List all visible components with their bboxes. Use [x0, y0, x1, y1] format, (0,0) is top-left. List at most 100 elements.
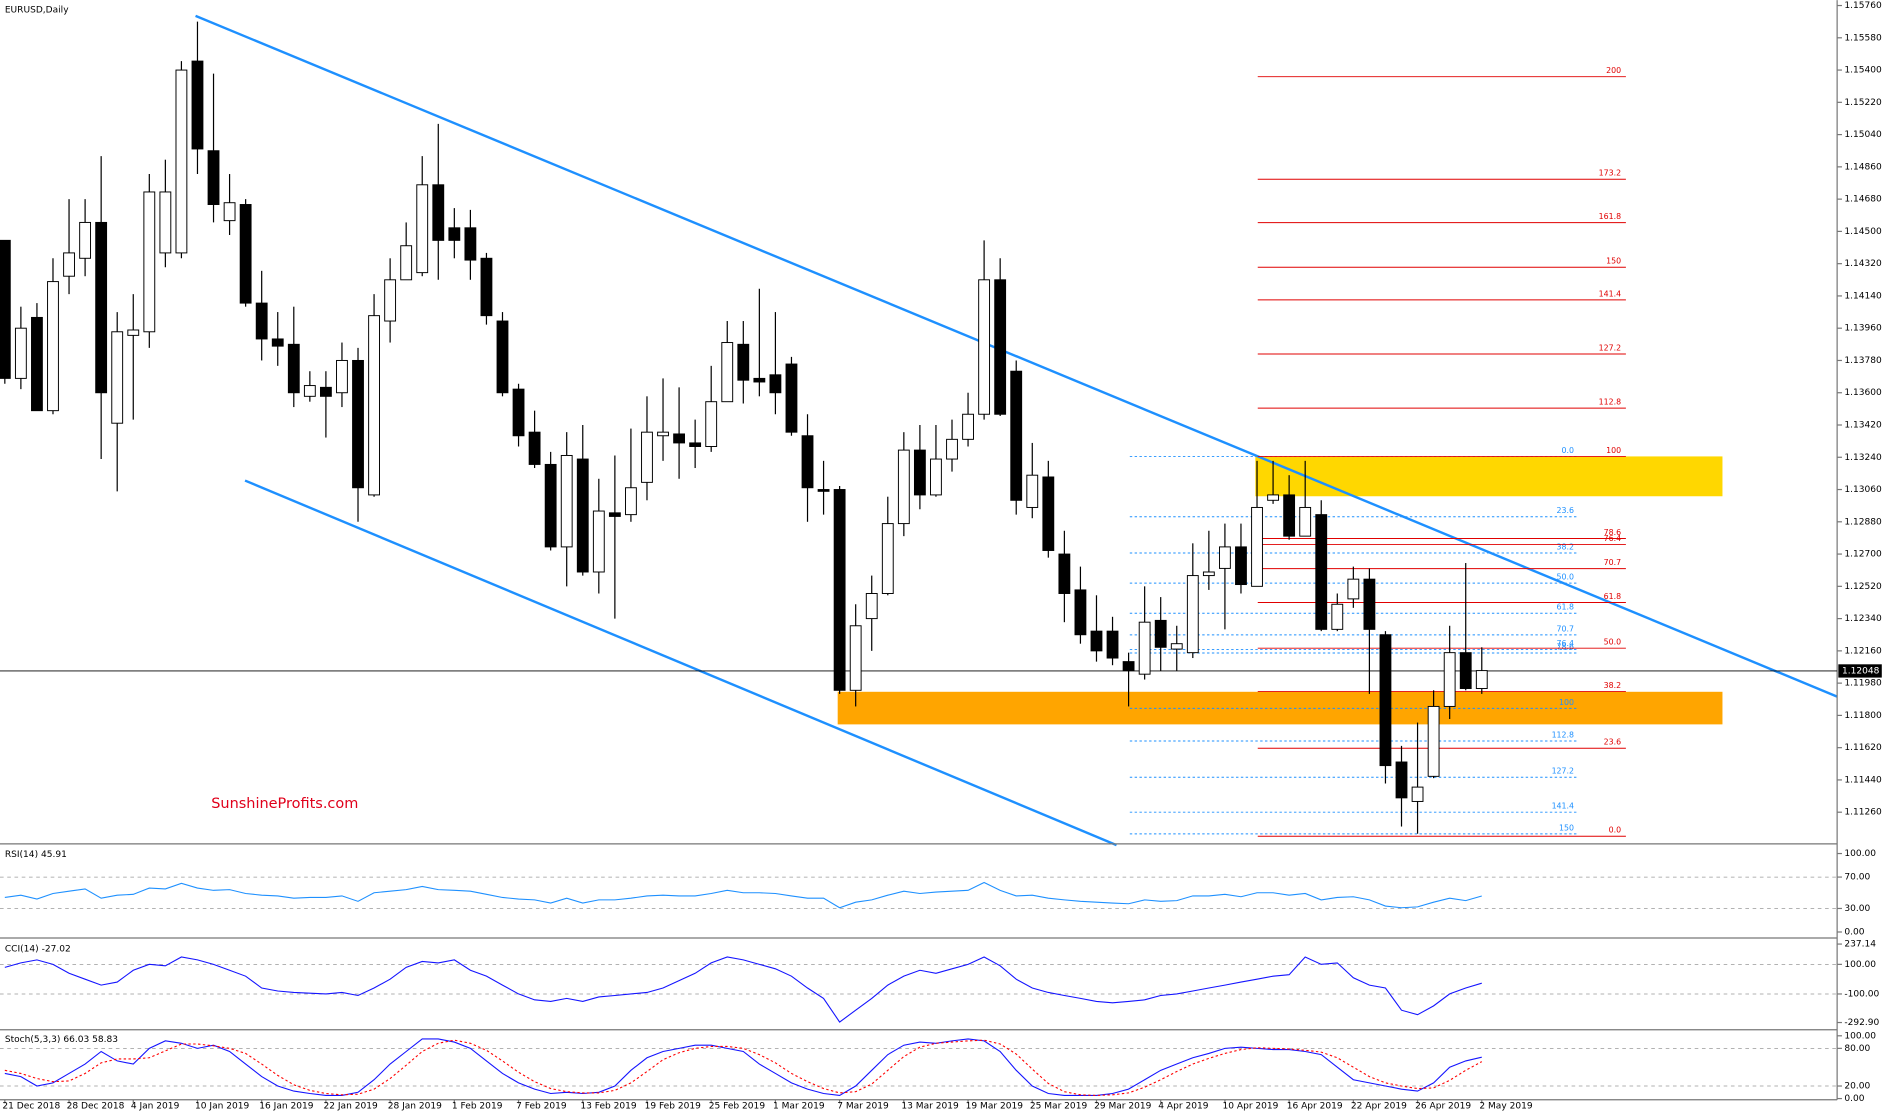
candle-body	[785, 363, 798, 433]
candle-body	[79, 221, 92, 259]
candle-body	[512, 388, 525, 437]
y-tick-label: 1.12160	[1844, 646, 1882, 656]
candle-body	[111, 331, 124, 424]
candle-body	[1315, 514, 1328, 630]
candle-body	[303, 385, 316, 397]
candle-body	[1106, 630, 1119, 659]
fib-label: 61.8	[1557, 603, 1574, 612]
y-tick-label: 1.13240	[1844, 453, 1882, 463]
candle-body	[1443, 652, 1456, 707]
candle-body	[1283, 494, 1296, 537]
y-tick-label: 30.00	[1844, 904, 1870, 914]
candle-body	[368, 315, 380, 496]
x-tick-label: 28 Jan 2019	[388, 1101, 442, 1111]
stoch-title: Stoch(5,3,3) 66.03 58.83	[5, 1035, 118, 1045]
candle-body	[1026, 474, 1039, 508]
fib-label: 0.0	[1609, 826, 1621, 835]
candle-body	[897, 449, 910, 525]
x-tick-label: 19 Feb 2019	[645, 1101, 702, 1111]
y-tick-label: 1.11260	[1844, 808, 1882, 818]
candle-body	[1058, 553, 1071, 594]
candle-body	[978, 279, 991, 415]
chart-title: EURUSD,Daily	[5, 5, 69, 15]
y-tick-label: 1.13420	[1844, 420, 1882, 430]
y-tick-label: 1.12520	[1844, 582, 1882, 592]
candle-body	[63, 252, 75, 277]
x-tick-label: 21 Dec 2018	[2, 1101, 60, 1111]
fib-label: 0.0	[1562, 446, 1574, 455]
candle-body	[271, 338, 284, 347]
current-price-label: 1.12048	[1842, 666, 1880, 676]
candle-body	[1299, 506, 1312, 537]
cci-title: CCI(14) -27.02	[5, 944, 71, 954]
x-tick-label: 1 Mar 2019	[773, 1101, 825, 1111]
x-tick-label: 25 Feb 2019	[709, 1101, 766, 1111]
candle-body	[737, 343, 750, 381]
candle-body	[817, 489, 830, 492]
candle-body	[721, 342, 734, 403]
fib-label: 100	[1559, 698, 1574, 707]
candle-body	[849, 625, 862, 691]
fib-label: 173.2	[1599, 169, 1621, 178]
candle-body	[528, 431, 541, 465]
fib-label: 78.6	[1604, 528, 1621, 537]
candle-body	[47, 281, 59, 412]
candle-body	[1074, 589, 1087, 636]
candle-body	[962, 413, 974, 440]
fib-label: 150	[1559, 823, 1574, 832]
candle-body	[1427, 705, 1440, 777]
candle-body	[464, 227, 477, 261]
candle-body	[1010, 370, 1023, 501]
y-tick-label: 100.00	[1844, 960, 1876, 970]
x-tick-label: 7 Mar 2019	[837, 1101, 889, 1111]
fib-label: 100	[1606, 446, 1621, 455]
candle-body	[223, 202, 236, 222]
y-tick-label: 1.14500	[1844, 227, 1882, 237]
fib-label: 38.2	[1557, 542, 1574, 551]
candle-body	[14, 327, 27, 379]
candle-body	[143, 191, 156, 333]
y-tick-label: 1.15760	[1844, 1, 1882, 11]
x-tick-label: 29 Mar 2019	[1094, 1101, 1152, 1111]
y-tick-label: 1.13600	[1844, 388, 1882, 398]
fib-label: 200	[1606, 66, 1621, 75]
x-tick-label: 7 Feb 2019	[516, 1101, 567, 1111]
candle-body	[769, 374, 782, 394]
y-tick-label: 1.11440	[1844, 775, 1882, 785]
x-tick-label: 19 Mar 2019	[966, 1101, 1024, 1111]
y-tick-label: 1.14140	[1844, 291, 1882, 301]
x-tick-label: 28 Dec 2018	[67, 1101, 125, 1111]
candle-body	[1170, 643, 1183, 650]
candle-body	[913, 449, 926, 496]
y-tick-label: 1.12340	[1844, 614, 1882, 624]
candle-body	[496, 320, 509, 394]
fib-label: 70.7	[1604, 558, 1621, 567]
x-tick-label: 26 Apr 2019	[1415, 1101, 1471, 1111]
current-price-box	[1838, 664, 1882, 678]
candle-body	[127, 329, 140, 336]
fib-label: 23.6	[1557, 506, 1574, 515]
candle-body	[592, 510, 605, 573]
candle-body	[1475, 670, 1488, 689]
candle-body	[336, 359, 348, 394]
candle-body	[191, 60, 204, 150]
y-tick-label: 1.11620	[1844, 743, 1882, 753]
indicator-line	[4, 1039, 1483, 1096]
x-tick-label: 16 Jan 2019	[259, 1101, 313, 1111]
fib-label: 150	[1606, 257, 1621, 266]
fib-label: 50.0	[1604, 638, 1621, 647]
candle-body	[384, 279, 397, 322]
x-tick-label: 10 Apr 2019	[1223, 1101, 1279, 1111]
candle-body	[608, 512, 621, 517]
channel-upper	[195, 14, 1838, 698]
candle-body	[352, 359, 364, 489]
candle-body	[1459, 652, 1472, 689]
fib-label: 50.0	[1557, 573, 1574, 582]
y-tick-label: 1.15220	[1844, 98, 1882, 108]
y-tick-label: 80.00	[1844, 1044, 1870, 1054]
fib-label: 78.6	[1557, 642, 1574, 651]
candle-body	[1090, 630, 1103, 652]
candle-body	[689, 442, 702, 447]
y-tick-label: 1.12880	[1844, 517, 1882, 527]
